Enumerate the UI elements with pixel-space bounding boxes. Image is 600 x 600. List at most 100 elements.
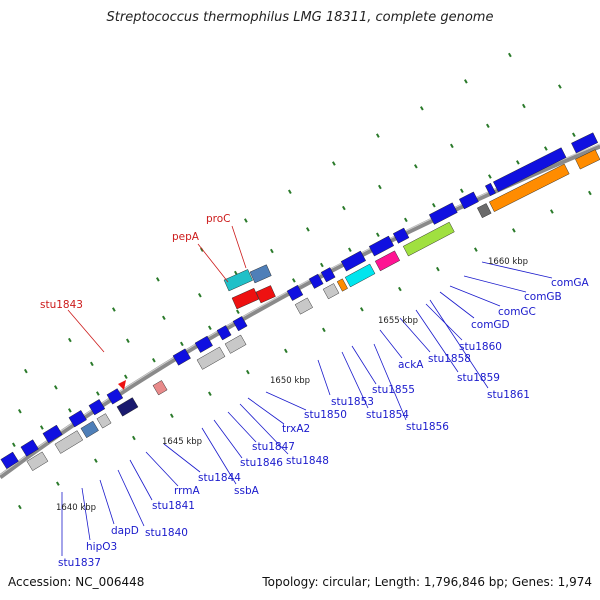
gene-label-stu1853[interactable]: stu1853: [331, 396, 374, 408]
gene-label-stu1859[interactable]: stu1859: [457, 372, 500, 384]
gene-forward-3: [68, 410, 87, 428]
gene-forward-19: [493, 147, 567, 192]
gene-label-stu1837[interactable]: stu1837: [58, 557, 101, 569]
gene-label-stu1856[interactable]: stu1856: [406, 421, 449, 433]
gene-label-stu1840[interactable]: stu1840: [145, 527, 188, 539]
gc-dot: [398, 286, 402, 292]
gene-reverse-1: [54, 430, 84, 454]
gene-forward-12: [320, 267, 336, 283]
connector-5: [145, 451, 179, 487]
tick-1645-kbp: 1645 kbp: [162, 437, 202, 447]
gene-label-stu1844[interactable]: stu1844: [198, 472, 241, 484]
gene-label-stu1846[interactable]: stu1846: [240, 457, 283, 469]
gc-dot: [161, 315, 166, 321]
gc-dot: [486, 123, 490, 129]
gc-dot: [522, 103, 526, 109]
connector-25: [481, 261, 553, 279]
connector-17: [379, 329, 403, 359]
gene-reverse-9: [322, 283, 340, 300]
gene-label-stu1843[interactable]: stu1843: [40, 299, 83, 311]
connector-16: [373, 343, 407, 421]
gc-dot: [284, 348, 288, 354]
topology-label: Topology: circular; Length: 1,796,846 bp…: [262, 575, 592, 589]
connector-14: [341, 351, 369, 409]
gene-label-ssbA[interactable]: ssbA: [234, 485, 260, 497]
gene-forward-8: [216, 325, 232, 341]
gc-dot: [332, 161, 336, 166]
gc-dot: [322, 327, 326, 333]
connector-23: [449, 285, 501, 307]
gc-dot: [512, 228, 516, 233]
gc-dot: [155, 277, 160, 282]
gc-dot: [270, 248, 274, 254]
gene-forward-15: [392, 227, 410, 244]
gene-label-stu1841[interactable]: stu1841: [152, 500, 195, 512]
connector-12: [265, 391, 307, 411]
connector-1: [81, 487, 91, 541]
gene-label-stu1854[interactable]: stu1854: [366, 409, 409, 421]
gene-label-stu1860[interactable]: stu1860: [459, 341, 502, 353]
gene-forward-5: [106, 388, 124, 405]
gene-label-stu1858[interactable]: stu1858: [428, 353, 471, 365]
gc-dot: [197, 293, 202, 298]
gene-label-rrmA[interactable]: rrmA: [174, 485, 200, 497]
gene-label-trxA2[interactable]: trxA2: [282, 423, 310, 435]
gc-dot: [376, 133, 380, 138]
gene-label-stu1848[interactable]: stu1848: [286, 455, 329, 467]
gc-dot: [54, 385, 58, 390]
gc-dot: [544, 146, 548, 151]
gene-label-ackA[interactable]: ackA: [398, 359, 424, 371]
gc-dot: [125, 338, 130, 343]
gene-label-dapD[interactable]: dapD: [111, 525, 139, 537]
stu1843-marker: [118, 380, 126, 390]
gc-dot: [292, 278, 296, 283]
gene-reverse-16: [575, 149, 600, 170]
gc-dot: [208, 391, 212, 396]
gene-label-stu1850[interactable]: stu1850: [304, 409, 347, 421]
gene-label-comGD[interactable]: comGD: [471, 319, 510, 331]
gene-label-stu1855[interactable]: stu1855: [372, 384, 415, 396]
gc-dot: [320, 262, 324, 268]
gene-label-comGC[interactable]: comGC: [498, 306, 536, 318]
gc-dot: [199, 247, 204, 252]
gc-dot: [12, 442, 16, 448]
gene-cluster-1: [249, 264, 272, 284]
gene-label-pepA[interactable]: pepA: [172, 231, 200, 243]
gene-reverse-0: [26, 451, 49, 471]
gene-label-stu1861[interactable]: stu1861: [487, 389, 530, 401]
gene-reverse-14: [477, 203, 492, 219]
gc-dot: [67, 408, 72, 413]
gene-reverse-2: [80, 420, 99, 439]
gc-dot: [151, 358, 156, 363]
gene-label-comGA[interactable]: comGA: [551, 277, 590, 289]
gc-dot: [342, 205, 346, 211]
connector-3: [117, 469, 145, 527]
gc-dot: [95, 391, 100, 396]
gene-label-proC[interactable]: proC: [206, 213, 231, 225]
connector-11: [247, 397, 285, 425]
gene-forward-9: [232, 316, 248, 332]
gc-dot: [414, 164, 418, 169]
gene-forward-1: [20, 439, 39, 457]
connector-4: [129, 459, 153, 501]
gene-label-hipO3[interactable]: hipO3: [86, 541, 117, 553]
gene-forward-4: [88, 399, 106, 416]
gene-label-comGB[interactable]: comGB: [524, 291, 562, 303]
gc-dot: [404, 217, 408, 223]
gc-dot: [89, 361, 94, 367]
gene-forward-11: [308, 273, 324, 289]
gene-forward-16: [428, 202, 458, 225]
gene-reverse-13: [402, 221, 455, 257]
gene-reverse-12: [374, 250, 401, 272]
gc-dot: [436, 266, 440, 272]
gc-dot: [208, 325, 212, 330]
gene-label-stu1847[interactable]: stu1847: [252, 441, 295, 453]
connector-10: [239, 403, 289, 455]
gc-dot: [245, 369, 250, 375]
connector-19: [415, 309, 459, 373]
gc-dot: [288, 189, 292, 194]
gene-forward-6: [172, 348, 191, 366]
connector-7: [201, 427, 237, 485]
gene-forward-2: [42, 424, 63, 444]
gene-reverse-4: [116, 397, 139, 417]
